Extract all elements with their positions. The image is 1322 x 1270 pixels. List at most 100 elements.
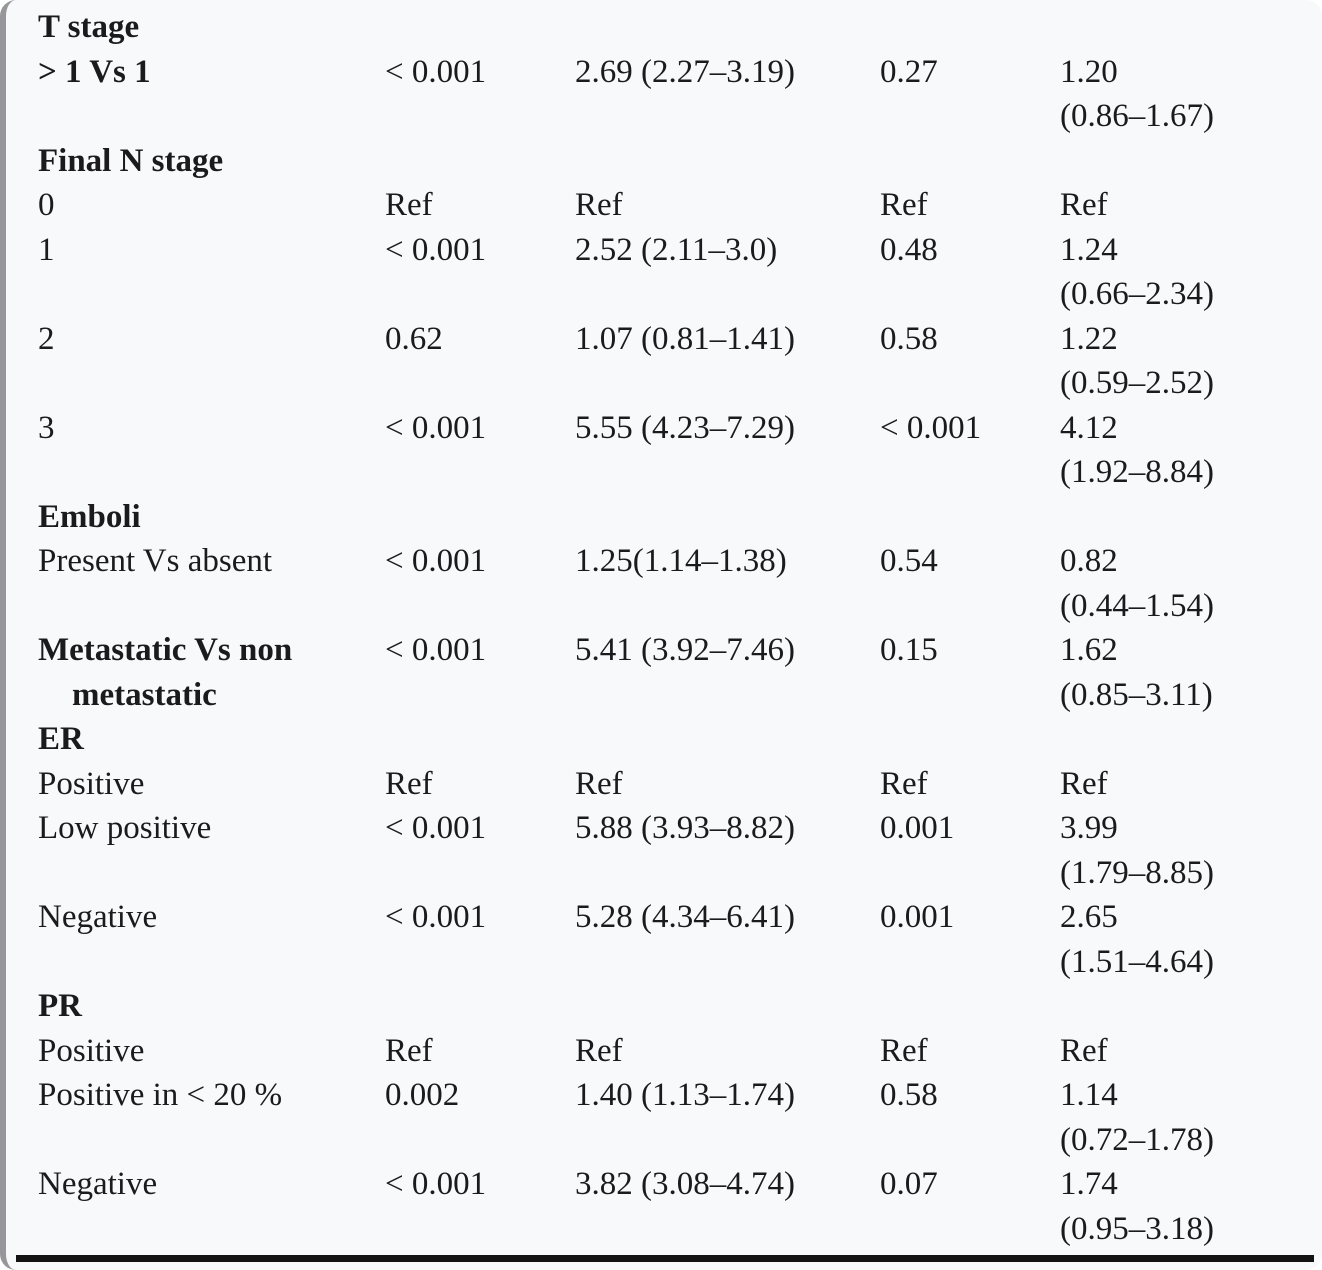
p-value-univariate: Ref (385, 1032, 433, 1069)
hr-value: 1.14 (1060, 1077, 1118, 1113)
p-value-multivariate: 0.001 (880, 810, 955, 846)
hr-confidence-interval: (0.85–3.11) (1060, 676, 1213, 713)
p-value-univariate: < 0.001 (385, 1166, 487, 1202)
hr-value: Ref (1060, 765, 1108, 802)
p-value-univariate: < 0.001 (385, 810, 487, 846)
hr-confidence-interval: (0.86–1.67) (1060, 98, 1214, 134)
row-label: Negative (38, 899, 158, 935)
p-value-univariate: < 0.001 (385, 632, 487, 668)
section-label: PR (38, 988, 82, 1024)
p-value-univariate: < 0.001 (385, 409, 487, 446)
row-label: 3 (38, 409, 55, 446)
table-row-present-vs-absent: Present Vs absent < 0.001 1.25(1.14–1.38… (38, 539, 1294, 628)
hr-ci-multivariate: 0.82 (0.44–1.54) (1060, 539, 1294, 628)
hr-ci-multivariate: Ref (1060, 1029, 1294, 1074)
hr-ci-univariate: 1.07 (0.81–1.41) (575, 320, 795, 357)
section-row-emboli: Emboli (38, 495, 1294, 540)
section-row-er: ER (38, 717, 1294, 762)
table-row-metastatic-vs-non: Metastatic Vs non metastatic < 0.001 5.4… (38, 628, 1294, 717)
hr-value: 1.74 (1060, 1166, 1118, 1202)
hr-ci-univariate: 5.55 (4.23–7.29) (575, 409, 795, 446)
row-label: 2 (38, 320, 55, 357)
p-value-multivariate: 0.15 (880, 632, 938, 668)
table-row-pr-positive: Positive Ref Ref Ref Ref (38, 1029, 1294, 1074)
p-value-multivariate: Ref (880, 765, 928, 802)
p-value-multivariate: 0.54 (880, 543, 938, 579)
section-row-pr: PR (38, 984, 1294, 1029)
hr-confidence-interval: (1.51–4.64) (1060, 943, 1214, 980)
hr-ci-multivariate: 1.74 (0.95–3.18) (1060, 1162, 1294, 1251)
p-value-univariate: Ref (385, 187, 433, 223)
table-row-pr-negative: Negative < 0.001 3.82 (3.08–4.74) 0.07 1… (38, 1162, 1294, 1251)
hr-value: 1.22 (1060, 320, 1118, 357)
p-value-univariate: 0.62 (385, 320, 443, 357)
row-label: Positive in < 20 % (38, 1077, 283, 1113)
hr-ci-multivariate: Ref (1060, 183, 1294, 228)
hr-ci-univariate: Ref (575, 1032, 623, 1069)
hr-ci-multivariate: 1.20 (0.86–1.67) (1060, 50, 1294, 139)
p-value-multivariate: 0.07 (880, 1166, 938, 1202)
table-row-pr-positive-lt20: Positive in < 20 % 0.002 1.40 (1.13–1.74… (38, 1073, 1294, 1162)
hr-ci-multivariate: 4.12 (1.92–8.84) (1060, 406, 1294, 495)
p-value-multivariate: 0.001 (880, 899, 955, 935)
hr-ci-multivariate: 3.99 (1.79–8.85) (1060, 806, 1294, 895)
hr-value: 1.62 (1060, 632, 1118, 668)
hr-ci-univariate: 2.52 (2.11–3.0) (575, 231, 778, 268)
p-value-univariate: < 0.001 (385, 543, 487, 579)
p-value-multivariate: < 0.001 (880, 409, 982, 446)
hr-ci-univariate: 1.25(1.14–1.38) (575, 543, 787, 579)
hr-ci-univariate: 3.82 (3.08–4.74) (575, 1166, 795, 1202)
section-row-t-stage: T stage (38, 5, 1294, 50)
hr-ci-multivariate: 1.62 (0.85–3.11) (1060, 628, 1294, 717)
table-row-n0: 0 Ref Ref Ref Ref (38, 183, 1294, 228)
hr-value: 1.20 (1060, 53, 1118, 90)
p-value-multivariate: Ref (880, 1032, 928, 1069)
hr-confidence-interval: (0.44–1.54) (1060, 587, 1214, 624)
section-label: T stage (38, 9, 140, 45)
hr-confidence-interval: (0.95–3.18) (1060, 1210, 1214, 1247)
section-label: Final N stage (38, 142, 224, 179)
hr-ci-univariate: 5.28 (4.34–6.41) (575, 899, 795, 935)
hr-value: 0.82 (1060, 543, 1118, 579)
row-label: > 1 Vs 1 (38, 53, 151, 90)
hr-confidence-interval: (0.59–2.52) (1060, 365, 1214, 401)
p-value-multivariate: 0.48 (880, 231, 938, 268)
p-value-univariate: < 0.001 (385, 53, 487, 90)
table-row-gt1-vs-1: > 1 Vs 1 < 0.001 2.69 (2.27–3.19) 0.27 1… (38, 50, 1294, 139)
hr-ci-multivariate: 2.65 (1.51–4.64) (1060, 895, 1294, 984)
section-row-final-n-stage: Final N stage (38, 139, 1294, 184)
p-value-multivariate: 0.58 (880, 1077, 938, 1113)
p-value-univariate: 0.002 (385, 1077, 460, 1113)
table-row-n1: 1 < 0.001 2.52 (2.11–3.0) 0.48 1.24 (0.66… (38, 228, 1294, 317)
hr-value: 3.99 (1060, 810, 1118, 846)
p-value-multivariate: 0.58 (880, 320, 938, 357)
hr-ci-multivariate: 1.22 (0.59–2.52) (1060, 317, 1294, 406)
hr-value: 1.24 (1060, 231, 1118, 268)
hr-ci-multivariate: 1.24 (0.66–2.34) (1060, 228, 1294, 317)
table-row-er-low-positive: Low positive < 0.001 5.88 (3.93–8.82) 0.… (38, 806, 1294, 895)
section-label: ER (38, 721, 84, 757)
hr-value: 4.12 (1060, 409, 1118, 446)
row-label: Low positive (38, 810, 212, 846)
row-label: Present Vs absent (38, 543, 273, 579)
p-value-univariate: Ref (385, 765, 433, 802)
row-label: Metastatic Vs non metastatic (38, 632, 293, 713)
p-value-multivariate: Ref (880, 187, 928, 223)
hr-confidence-interval: (0.72–1.78) (1060, 1121, 1214, 1158)
hr-value: Ref (1060, 187, 1108, 223)
table-row-er-positive: Positive Ref Ref Ref Ref (38, 762, 1294, 807)
hr-ci-multivariate: Ref (1060, 762, 1294, 807)
row-label: 0 (38, 187, 55, 223)
table-bottom-rule (16, 1255, 1314, 1262)
row-label: Negative (38, 1166, 158, 1202)
hr-ci-univariate: 1.40 (1.13–1.74) (575, 1077, 795, 1113)
hr-ci-univariate: Ref (575, 187, 623, 223)
table-row-n2: 2 0.62 1.07 (0.81–1.41) 0.58 1.22 (0.59–2… (38, 317, 1294, 406)
table-row-n3: 3 < 0.001 5.55 (4.23–7.29) < 0.001 4.12 (… (38, 406, 1294, 495)
hr-ci-univariate: 2.69 (2.27–3.19) (575, 53, 795, 90)
row-label: 1 (38, 231, 55, 268)
section-label: Emboli (38, 498, 141, 535)
hr-confidence-interval: (0.66–2.34) (1060, 276, 1214, 312)
hr-ci-univariate: 5.41 (3.92–7.46) (575, 632, 795, 668)
